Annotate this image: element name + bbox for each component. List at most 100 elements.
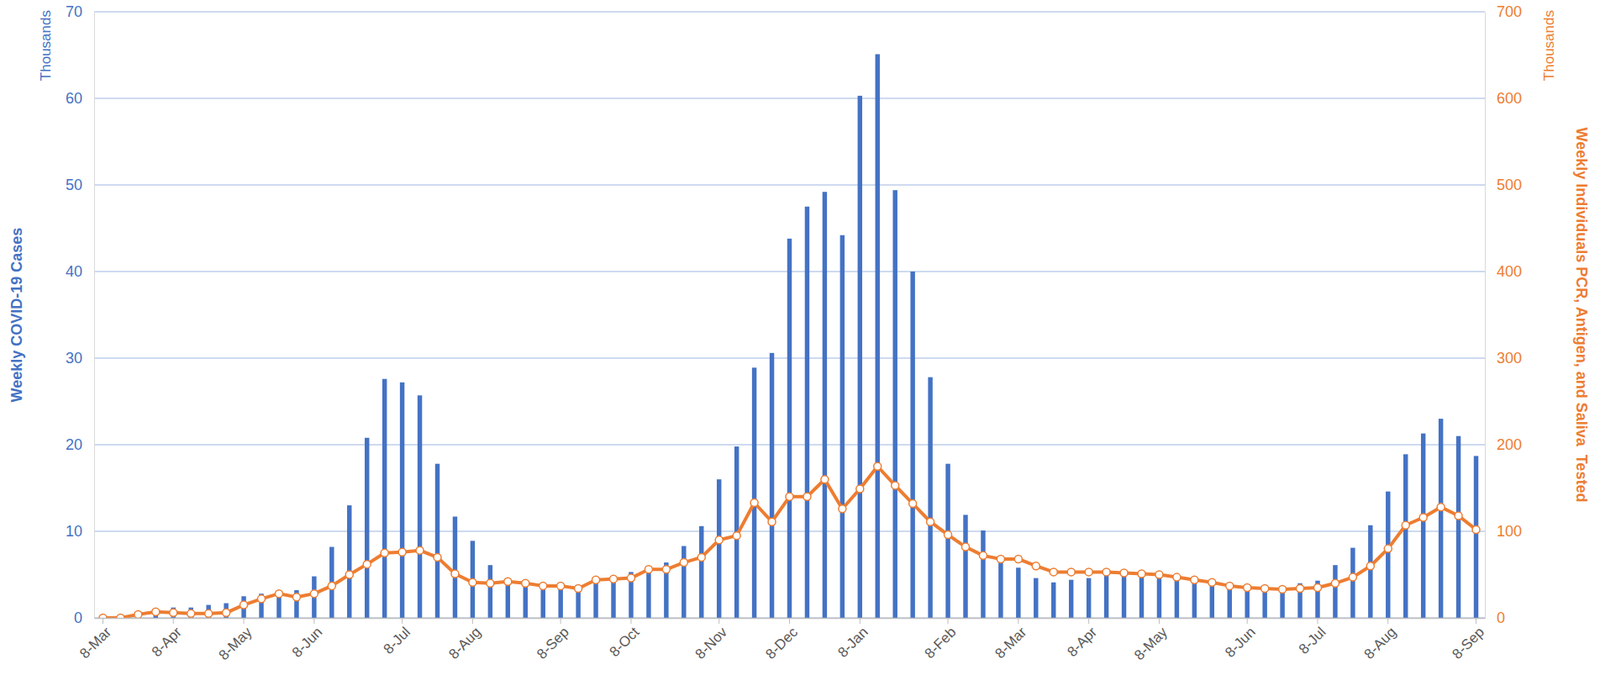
marker	[574, 584, 583, 592]
marker	[873, 462, 882, 470]
tick-label: 8-Sep	[1449, 623, 1489, 663]
tick-label: 8-Apr	[1063, 623, 1100, 660]
bar	[347, 505, 352, 618]
marker	[1454, 511, 1463, 520]
marker	[274, 589, 283, 598]
tick: 8-Sep	[533, 617, 573, 663]
bar	[417, 394, 422, 618]
marker	[327, 581, 336, 590]
bar	[787, 238, 792, 618]
tick-label: 10	[65, 522, 83, 540]
tick-label: 8-Jun	[1221, 623, 1259, 661]
marker	[978, 551, 987, 559]
marker	[644, 565, 653, 574]
marker	[1031, 562, 1040, 570]
tick-label: 30	[65, 349, 83, 367]
bar	[1174, 577, 1179, 618]
marker	[803, 492, 811, 500]
chart: 01020304050607001002003004005006007008-M…	[0, 0, 1600, 686]
tick: 8-Jun	[289, 617, 327, 661]
marker	[926, 517, 935, 526]
tick: 70	[65, 3, 95, 21]
bar	[593, 580, 598, 618]
line	[102, 466, 1476, 618]
tick-label: 40	[65, 263, 83, 280]
tick: 50	[65, 176, 95, 194]
marker	[732, 531, 741, 540]
bar	[769, 352, 774, 618]
bar	[1456, 436, 1461, 618]
marker	[240, 600, 248, 609]
tick-label: 8-Mar	[992, 623, 1031, 662]
marker	[504, 577, 512, 585]
tick-mark	[718, 617, 720, 624]
marker	[1331, 578, 1339, 587]
marker	[1348, 573, 1357, 581]
marker	[592, 575, 600, 584]
marker	[1366, 562, 1374, 570]
marker	[205, 609, 213, 617]
tick-label: 8-Jul	[1295, 623, 1329, 657]
bar	[752, 367, 757, 618]
bar	[1244, 587, 1249, 618]
marker	[1173, 573, 1181, 581]
marker	[838, 505, 847, 513]
marker	[468, 578, 477, 586]
tick-label: 300	[1496, 349, 1522, 367]
tick-mark	[1475, 617, 1477, 624]
tick-label: 8-Dec	[762, 623, 801, 663]
marker	[187, 609, 195, 617]
bar	[1350, 547, 1355, 618]
marker	[257, 594, 266, 603]
tick-label: 500	[1496, 176, 1522, 194]
marker	[626, 573, 635, 582]
bar	[435, 463, 440, 618]
marker	[310, 589, 318, 598]
bar	[963, 514, 968, 618]
marker	[715, 536, 723, 544]
tick-label: 8-May	[1131, 623, 1171, 664]
grid	[94, 11, 1485, 618]
bar	[1473, 455, 1479, 618]
tick: 8-Aug	[445, 617, 485, 663]
marker	[557, 581, 565, 590]
marker	[1384, 544, 1392, 553]
tick: 500	[1484, 176, 1522, 194]
tick: 8-Mar	[992, 617, 1031, 662]
marker	[1208, 578, 1216, 586]
marker	[415, 546, 424, 554]
tick: 8-Feb	[921, 617, 960, 662]
y2-axis: 0100200300400500600700	[1484, 3, 1522, 627]
axis-line	[1484, 12, 1486, 619]
marker	[433, 552, 442, 561]
grid-line	[94, 11, 1485, 13]
marker	[944, 531, 953, 539]
marker	[345, 570, 353, 579]
tick-mark	[630, 617, 632, 624]
tick: 8-Apr	[1063, 617, 1100, 660]
marker	[169, 608, 178, 616]
marker	[1243, 583, 1252, 591]
tick: 200	[1484, 436, 1522, 453]
tick-mark	[313, 617, 315, 624]
axis-unit: Thousands	[37, 10, 54, 81]
marker	[1313, 583, 1322, 591]
tick-label: 8-Feb	[921, 623, 960, 662]
tick-label: 60	[65, 89, 83, 107]
tick-mark	[472, 617, 474, 624]
tick: 40	[65, 263, 95, 280]
bar	[822, 191, 827, 618]
bar	[699, 526, 704, 618]
tick-mark	[173, 617, 174, 624]
tick-mark	[1387, 617, 1389, 624]
tick-label: 8-Oct	[606, 623, 643, 660]
bar	[980, 530, 985, 618]
tick-mark	[401, 617, 403, 624]
tick-mark	[1247, 617, 1248, 624]
marker	[292, 593, 300, 601]
tick: 600	[1484, 89, 1522, 107]
y2-axis-title: Weekly Individuals PCR, Antigen, and Sal…	[1573, 127, 1590, 503]
tick-mark	[1316, 617, 1318, 624]
tick-label: 8-Apr	[148, 623, 185, 660]
bar	[1086, 578, 1091, 618]
